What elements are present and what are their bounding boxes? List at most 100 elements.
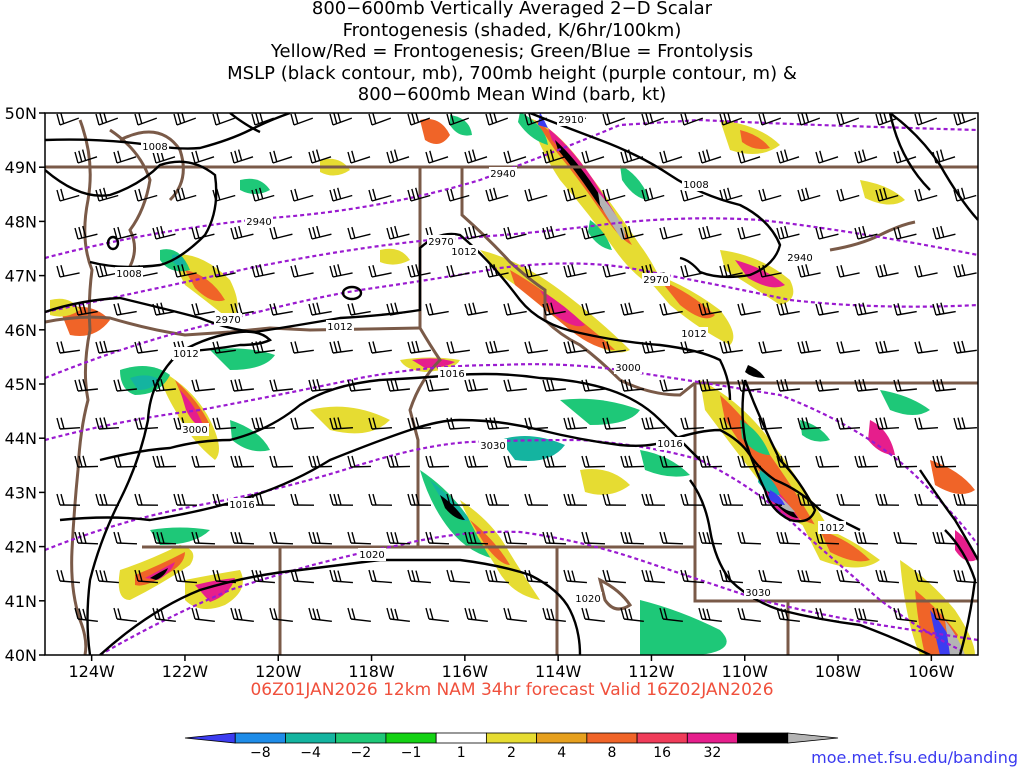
wind-barb — [776, 607, 800, 622]
wind-barb — [776, 531, 801, 545]
wind-barb — [56, 569, 80, 584]
wind-barb — [368, 188, 392, 202]
wind-barb — [95, 493, 120, 506]
lat-tick-label: 46N — [5, 321, 37, 340]
wind-barb — [815, 607, 839, 622]
wind-barb — [425, 303, 449, 316]
svg-text:2910: 2910 — [558, 115, 583, 126]
colorbar — [184, 732, 839, 744]
frontogenesis-shading — [50, 113, 976, 655]
wind-barb — [836, 341, 860, 354]
colorbar-swatch — [184, 732, 236, 744]
wind-barb — [503, 607, 527, 622]
wind-barb — [113, 303, 137, 316]
wind-barb — [680, 417, 705, 430]
wind-barb — [524, 341, 548, 354]
wind-barb — [815, 150, 839, 164]
wind-barb — [74, 455, 99, 468]
wind-barb — [758, 264, 782, 278]
height-label: 2940 — [786, 251, 814, 264]
wind-barb — [368, 113, 392, 126]
wind-barb — [542, 455, 567, 468]
wind-barb — [875, 493, 900, 506]
wind-barb — [134, 417, 159, 430]
wind-barb — [308, 225, 332, 240]
wind-barb — [836, 417, 861, 430]
wind-barb — [581, 226, 605, 240]
wind-barb — [581, 303, 605, 316]
wind-barb — [854, 225, 878, 240]
wind-barb — [173, 569, 197, 584]
wind-barb — [269, 379, 293, 392]
wind-barb — [329, 187, 353, 202]
wind-barb — [464, 531, 489, 545]
wind-barb — [524, 493, 549, 506]
wind-barb — [113, 379, 137, 392]
wind-barb — [854, 379, 878, 392]
wind-barb — [56, 188, 80, 202]
lat-tick-label: 47N — [5, 267, 37, 286]
wind-barb — [953, 493, 978, 506]
wind-barb — [113, 150, 137, 164]
wind-barb — [251, 187, 275, 202]
height-label: 2970 — [642, 273, 670, 286]
title-line-2: Frontogenesis (shaded, K/6hr/100km) — [342, 19, 682, 41]
mslp-label: 1020 — [574, 592, 602, 605]
wind-barb — [134, 569, 158, 584]
wind-barb — [875, 340, 899, 354]
wind-barb — [737, 303, 761, 316]
svg-text:3000: 3000 — [615, 363, 640, 374]
lat-tick-label: 41N — [5, 592, 37, 611]
wind-barb — [503, 226, 527, 240]
wind-barb — [659, 455, 684, 468]
wind-barbs — [56, 113, 978, 622]
lat-tick-label: 44N — [5, 429, 37, 448]
wind-barb — [269, 607, 293, 622]
wind-barb — [230, 607, 254, 622]
wind-barb — [758, 113, 782, 126]
wind-barb — [503, 379, 527, 392]
height-label: 3000 — [614, 361, 642, 374]
wind-barb — [563, 340, 587, 354]
lat-tick-label: 42N — [5, 538, 37, 557]
svg-text:1020: 1020 — [359, 550, 384, 561]
mslp-label: 1008 — [682, 178, 710, 191]
wind-barb — [602, 569, 626, 584]
wind-barb — [74, 607, 98, 622]
lon-tick-label: 112W — [628, 662, 675, 681]
wind-barb — [446, 113, 470, 126]
wind-barb — [386, 225, 410, 240]
wind-barb — [581, 531, 606, 545]
wind-barb — [329, 340, 353, 354]
credit-link[interactable]: moe.met.fsu.edu/banding — [811, 748, 1018, 767]
wind-barb — [524, 113, 548, 126]
wind-barb — [407, 340, 431, 354]
wind-barb — [641, 417, 666, 430]
mslp-label: 1016 — [228, 498, 256, 511]
svg-text:1012: 1012 — [681, 329, 706, 340]
wind-barb — [74, 225, 98, 240]
wind-barb — [113, 455, 138, 468]
wind-barb — [368, 417, 393, 430]
wind-barb — [407, 187, 431, 202]
wind-barb — [464, 302, 488, 316]
wind-barb — [134, 113, 158, 126]
colorbar-swatch — [485, 732, 538, 744]
wind-barb — [290, 188, 314, 202]
wind-barb — [737, 226, 761, 240]
wind-barb — [953, 187, 977, 202]
wind-barb — [134, 493, 159, 506]
svg-text:2970: 2970 — [643, 275, 668, 286]
wind-barb — [542, 149, 566, 164]
svg-text:2940: 2940 — [787, 253, 812, 264]
wind-barb — [212, 341, 236, 354]
height-label: 2940 — [489, 167, 517, 180]
wind-barb — [875, 113, 899, 126]
colorbar-label: 2 — [507, 745, 516, 761]
wind-barb — [620, 607, 644, 622]
wind-barb — [503, 455, 528, 468]
svg-text:1008: 1008 — [142, 142, 167, 153]
svg-text:1012: 1012 — [819, 523, 844, 534]
colorbar-swatch — [234, 732, 286, 744]
wind-barb — [602, 113, 626, 126]
